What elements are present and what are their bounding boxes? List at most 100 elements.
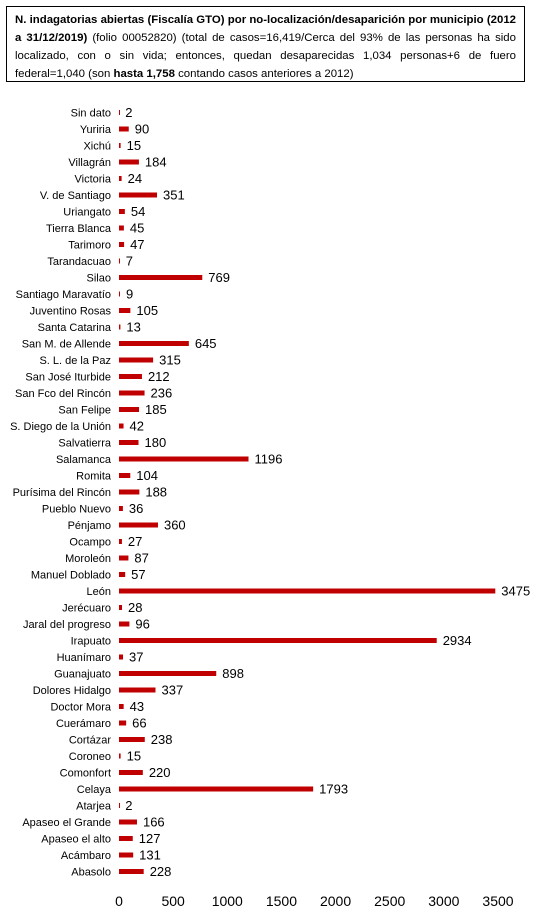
value-label-doctor-mora: 43 — [130, 699, 144, 714]
x-tick-0: 0 — [115, 893, 123, 909]
bar-san-fco-del-rincon — [119, 390, 145, 396]
value-label-s-diego-de-la-union: 42 — [130, 419, 144, 434]
bar-jerecuaro — [119, 605, 123, 610]
value-label-apaseo-el-grande: 166 — [143, 815, 165, 830]
value-label-penjamo: 360 — [164, 518, 186, 533]
category-label-cueramaro: Cuerámaro — [56, 718, 111, 730]
category-label-cortazar: Cortázar — [69, 735, 112, 747]
bar-silao — [119, 275, 203, 280]
category-label-san-felipe: San Felipe — [58, 405, 111, 417]
value-label-san-felipe: 185 — [145, 402, 167, 417]
value-label-leon: 3475 — [501, 584, 530, 599]
category-label-apaseo-el-alto: Apaseo el alto — [41, 834, 111, 846]
value-label-ocampo: 27 — [128, 534, 142, 549]
bar-atarjea — [119, 803, 120, 808]
category-label-salamanca: Salamanca — [56, 454, 112, 466]
bar-s-diego-de-la-union — [119, 423, 124, 429]
category-label-doctor-mora: Doctor Mora — [50, 702, 111, 714]
value-label-san-jose-iturbide: 212 — [148, 369, 170, 384]
value-label-yuriria: 90 — [135, 122, 149, 137]
category-label-tarimoro: Tarimoro — [68, 240, 111, 252]
bar-irapuato — [119, 638, 437, 643]
bar-celaya — [119, 786, 314, 792]
category-label-purisima-del-rincon: Purísima del Rincón — [13, 487, 111, 499]
value-labels: 2901518424351544547776991051364531521223… — [125, 105, 530, 879]
value-label-dolores-hidalgo: 337 — [161, 683, 183, 698]
category-label-s-diego-de-la-union: S. Diego de la Unión — [10, 421, 111, 433]
value-label-s-l-de-la-paz: 315 — [159, 353, 181, 368]
value-label-pueblo-nuevo: 36 — [129, 501, 143, 516]
bar-sin-dato — [119, 110, 120, 115]
bar-san-felipe — [119, 407, 140, 412]
category-label-tierra-blanca: Tierra Blanca — [46, 223, 112, 235]
value-label-huanimaro: 37 — [129, 650, 143, 665]
category-label-leon: León — [87, 586, 111, 598]
value-label-san-fco-del-rincon: 236 — [151, 386, 173, 401]
category-label-santa-catarina: Santa Catarina — [38, 322, 112, 334]
category-label-uriangato: Uriangato — [63, 207, 111, 219]
value-label-victoria: 24 — [128, 171, 142, 186]
x-tick-3000: 3000 — [428, 893, 459, 909]
bar-manuel-doblado — [119, 572, 126, 577]
category-label-dolores-hidalgo: Dolores Hidalgo — [33, 685, 111, 697]
title-bold: N. indagatorias abiertas (Fiscalía GTO) … — [15, 14, 516, 44]
value-label-cueramaro: 66 — [132, 716, 146, 731]
category-label-coroneo: Coroneo — [69, 751, 111, 763]
category-label-san-m-de-allende: San M. de Allende — [22, 339, 111, 351]
category-label-silao: Silao — [87, 273, 111, 285]
category-label-apaseo-el-grande: Apaseo el Grande — [22, 817, 111, 829]
value-label-acambaro: 131 — [139, 848, 161, 863]
bar-cueramaro — [119, 720, 127, 726]
bar-pueblo-nuevo — [119, 506, 123, 511]
bar-moroleon — [119, 555, 129, 561]
x-tick-1500: 1500 — [266, 893, 297, 909]
x-tick-3500: 3500 — [482, 893, 513, 909]
category-label-yuriria: Yuriria — [80, 124, 112, 136]
x-tick-1000: 1000 — [212, 893, 243, 909]
value-label-atarjea: 2 — [125, 798, 132, 813]
bar-s-l-de-la-paz — [119, 357, 154, 363]
category-label-jaral-del-progreso: Jaral del progreso — [23, 619, 111, 631]
bar-apaseo-el-alto — [119, 836, 133, 841]
value-label-villagran: 184 — [145, 155, 167, 170]
category-label-manuel-doblado: Manuel Doblado — [31, 570, 111, 582]
value-label-coroneo: 15 — [127, 749, 141, 764]
bar-romita — [119, 473, 131, 478]
value-label-comonfort: 220 — [149, 765, 171, 780]
title-emphasis: hasta 1,758 — [113, 68, 175, 80]
bar-victoria — [119, 176, 122, 181]
bar-apaseo-el-grande — [119, 819, 137, 825]
value-label-celaya: 1793 — [319, 782, 348, 797]
bars-group — [119, 110, 496, 874]
bar-tarimoro — [119, 242, 125, 247]
bar-doctor-mora — [119, 704, 124, 709]
bar-villagran — [119, 159, 139, 165]
category-label-huanimaro: Huanímaro — [57, 652, 111, 664]
bar-tarandacuao — [119, 258, 120, 264]
bar-santa-catarina — [119, 324, 121, 330]
bar-purisima-del-rincon — [119, 489, 140, 495]
value-label-jaral-del-progreso: 96 — [135, 617, 149, 632]
value-label-uriangato: 54 — [131, 204, 145, 219]
bar-tierra-blanca — [119, 225, 124, 231]
category-label-penjamo: Pénjamo — [68, 520, 111, 532]
value-label-tarandacuao: 7 — [126, 254, 133, 269]
bar-santiago-maravatio — [119, 291, 120, 297]
category-label-moroleon: Moroleón — [65, 553, 111, 565]
category-label-xichu: Xichú — [83, 141, 111, 153]
category-label-v-de-santiago: V. de Santiago — [40, 190, 111, 202]
category-label-comonfort: Comonfort — [60, 768, 111, 780]
bar-jaral-del-progreso — [119, 621, 130, 627]
x-axis-ticks: 0 500 1000 1500 2000 2500 3000 3500 — [115, 893, 514, 909]
bar-juventino-rosas — [119, 308, 131, 313]
category-label-salvatierra: Salvatierra — [58, 438, 111, 450]
bar-salvatierra — [119, 440, 139, 445]
category-label-guanajuato: Guanajuato — [54, 669, 111, 681]
category-label-jerecuaro: Jerécuaro — [62, 603, 111, 615]
bar-penjamo — [119, 522, 158, 528]
category-label-celaya: Celaya — [77, 784, 112, 796]
category-label-romita: Romita — [76, 471, 112, 483]
value-label-abasolo: 228 — [150, 864, 172, 879]
value-label-v-de-santiago: 351 — [163, 188, 185, 203]
